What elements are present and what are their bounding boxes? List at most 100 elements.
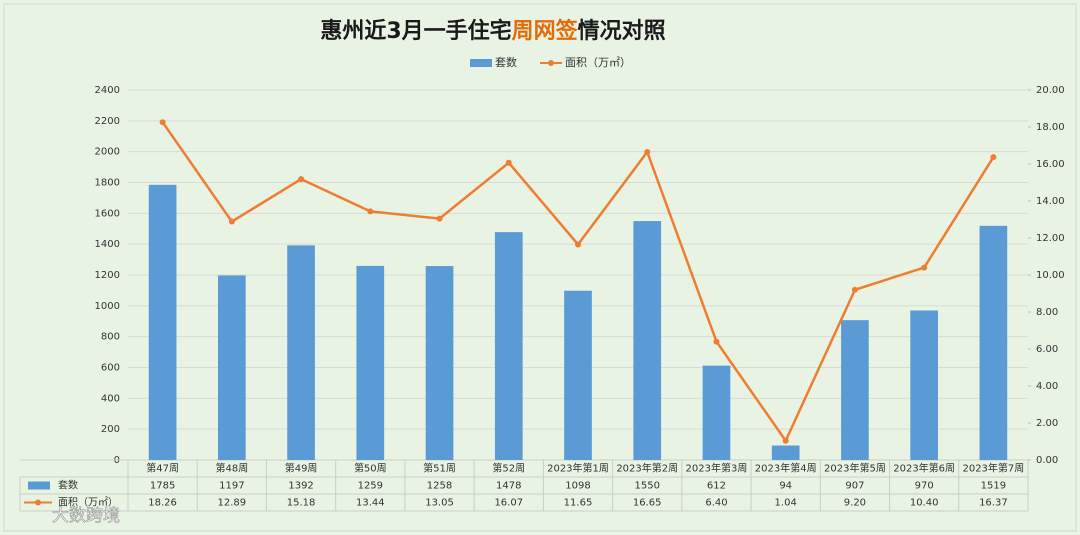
bar [564, 290, 592, 460]
marker [159, 119, 166, 126]
marker [644, 148, 651, 155]
y2-tick-label: 16.00 [1036, 159, 1065, 170]
table-value: 1519 [981, 481, 1006, 492]
y2-tick-label: 0.00 [1036, 455, 1058, 466]
bar [356, 265, 385, 460]
table-value: 6.40 [705, 498, 727, 509]
table-value: 94 [779, 481, 792, 492]
bar [910, 310, 938, 460]
marker [367, 208, 374, 215]
y2-tick-label: 20.00 [1036, 85, 1065, 96]
y-tick-label: 2400 [95, 85, 120, 96]
table-value: 1258 [427, 481, 452, 492]
table-value: 1550 [635, 481, 660, 492]
table-row-label: 面积（万㎡） [58, 497, 118, 509]
y-tick-label: 2000 [95, 147, 120, 158]
marker [575, 241, 581, 248]
table-value: 13.44 [356, 498, 385, 509]
table-value: 15.18 [287, 498, 316, 509]
y2-tick-label: 6.00 [1036, 344, 1058, 355]
bar [633, 221, 662, 460]
y-tick-label: 1400 [95, 239, 120, 250]
frame [3, 3, 1077, 532]
bar [287, 245, 315, 460]
marker [505, 159, 512, 166]
title-part: 惠州近3月一手住宅 [320, 18, 511, 44]
y2-tick-label: 12.00 [1036, 233, 1065, 244]
table-value: 1098 [565, 481, 590, 492]
marker [436, 215, 443, 222]
x-tick-label: 2023年第1周 [547, 462, 609, 475]
y2-tick-label: 10.00 [1036, 270, 1065, 281]
y2-tick-label: 4.00 [1036, 381, 1058, 392]
watermark: 大数跨境 [52, 506, 120, 526]
legend-label: 套数 [495, 56, 517, 69]
x-tick-label: 2023年第7周 [962, 462, 1024, 475]
bar [702, 365, 731, 460]
x-tick-label: 第51周 [423, 462, 456, 475]
table-value: 970 [915, 481, 934, 492]
chart-title: 惠州近3月一手住宅周网签情况对照 [320, 18, 665, 44]
x-tick-label: 2023年第6周 [893, 462, 955, 475]
marker [921, 264, 928, 271]
table-key [28, 481, 50, 490]
table-value: 16.07 [494, 498, 523, 509]
x-tick-label: 第50周 [354, 462, 387, 475]
table-value: 1197 [219, 481, 244, 492]
table-row-label: 套数 [58, 479, 78, 492]
y-tick-label: 1200 [95, 270, 120, 281]
marker [228, 218, 235, 225]
bar [218, 275, 246, 460]
y2-tick-label: 14.00 [1036, 196, 1065, 207]
y-tick-label: 400 [101, 393, 120, 404]
x-tick-label: 2023年第2周 [616, 462, 678, 475]
table-value: 9.20 [844, 498, 866, 509]
y-tick-label: 600 [101, 363, 120, 374]
marker [851, 286, 858, 293]
title-part: 情况对照 [578, 18, 666, 44]
marker [782, 437, 789, 444]
bar [494, 232, 523, 460]
table-key [35, 499, 41, 506]
bar [771, 445, 800, 460]
y-tick-label: 200 [101, 424, 120, 435]
y2-tick-label: 2.00 [1036, 418, 1058, 429]
table-value: 1259 [358, 481, 383, 492]
table-value: 16.65 [633, 498, 662, 509]
table-value: 907 [845, 481, 864, 492]
x-tick-label: 第47周 [146, 462, 179, 475]
x-tick-label: 第48周 [215, 462, 248, 475]
legend-key [548, 60, 554, 66]
x-tick-label: 第49周 [285, 462, 318, 475]
y2-tick-label: 18.00 [1036, 122, 1065, 133]
x-tick-label: 第52周 [492, 462, 525, 475]
table-value: 12.89 [218, 498, 247, 509]
y-tick-label: 800 [101, 332, 120, 343]
y-tick-label: 1000 [95, 301, 120, 312]
y2-tick-label: 8.00 [1036, 307, 1058, 318]
legend-label: 面积（万㎡） [565, 56, 631, 69]
marker [713, 338, 720, 345]
table-value: 18.26 [148, 498, 177, 509]
x-tick-label: 2023年第5周 [824, 462, 886, 475]
table-value: 10.40 [910, 498, 939, 509]
table-value: 1.04 [775, 498, 797, 509]
marker [990, 154, 997, 161]
table-value: 11.65 [564, 498, 593, 509]
table-value: 1785 [150, 481, 175, 492]
bar [148, 184, 177, 460]
y-tick-label: 1600 [95, 208, 120, 219]
table-value: 1478 [496, 481, 521, 492]
y-tick-label: 1800 [95, 178, 120, 189]
marker [298, 176, 305, 183]
bar [841, 320, 869, 460]
title-part: 周网签 [512, 18, 579, 44]
table-value: 612 [707, 481, 726, 492]
legend-key [470, 59, 492, 67]
table-value: 16.37 [979, 498, 1008, 509]
x-tick-label: 2023年第4周 [755, 462, 817, 475]
bar [425, 266, 454, 460]
bar [979, 225, 1008, 460]
